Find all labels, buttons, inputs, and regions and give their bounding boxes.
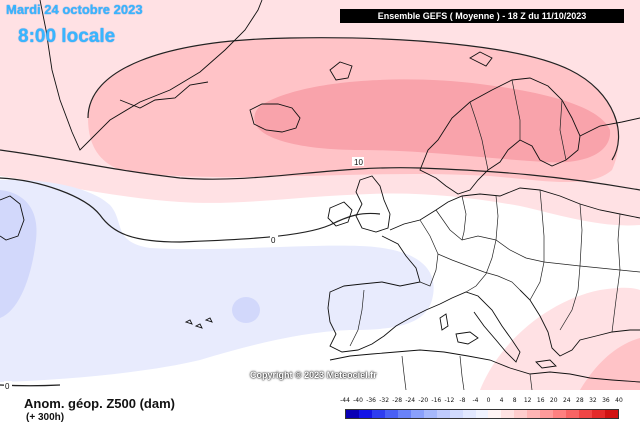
forecast-date: Mardi 24 octobre 2023 bbox=[6, 2, 143, 17]
scale-swatch bbox=[566, 410, 580, 418]
contour-label-zero-south: 0 bbox=[5, 382, 10, 390]
scale-swatch bbox=[462, 410, 476, 418]
scale-swatch bbox=[475, 410, 489, 418]
scale-tick-label: -8 bbox=[459, 397, 466, 404]
scale-swatch bbox=[605, 410, 619, 418]
scale-tick-label: 8 bbox=[512, 397, 517, 404]
legend-footer bbox=[0, 390, 640, 427]
negative-anomaly-light bbox=[0, 179, 434, 382]
scale-swatch bbox=[540, 410, 554, 418]
scale-swatch bbox=[358, 410, 372, 418]
scale-tick-label: 32 bbox=[589, 397, 597, 404]
scale-tick-label: -32 bbox=[379, 397, 390, 404]
scale-swatch bbox=[514, 410, 528, 418]
scale-tick-label: -36 bbox=[366, 397, 376, 404]
scale-swatch bbox=[436, 410, 450, 418]
scale-swatch bbox=[592, 410, 606, 418]
scale-tick-label: -20 bbox=[418, 397, 429, 404]
anomaly-map: 10 0 0 bbox=[0, 0, 640, 390]
scale-tick-label: -12 bbox=[444, 397, 455, 404]
scale-swatch bbox=[527, 410, 541, 418]
scale-tick-label: -4 bbox=[472, 397, 479, 404]
scale-tick-label: -28 bbox=[392, 397, 403, 404]
scale-swatch bbox=[410, 410, 424, 418]
contour-line-zero-lower bbox=[0, 177, 381, 243]
contour-label-ten: 10 bbox=[354, 158, 363, 167]
scale-swatch bbox=[553, 410, 567, 418]
scale-tick-label: -44 bbox=[340, 397, 350, 404]
contour-line-ten bbox=[87, 37, 620, 161]
model-run-label: Ensemble GEFS ( Moyenne ) - 18 Z du 11/1… bbox=[340, 9, 624, 23]
scale-tick-label: 28 bbox=[576, 397, 584, 404]
scale-tick-label: 4 bbox=[499, 397, 504, 404]
scale-swatch bbox=[346, 410, 359, 418]
scale-tick-label: 20 bbox=[549, 397, 558, 404]
forecast-time: 8:00 locale bbox=[18, 26, 116, 47]
scale-swatch bbox=[371, 410, 385, 418]
positive-anomaly-strong bbox=[254, 79, 611, 163]
scale-tick-label: -16 bbox=[431, 397, 442, 404]
scale-swatch bbox=[579, 410, 593, 418]
scale-swatch bbox=[488, 410, 502, 418]
scale-swatch bbox=[449, 410, 463, 418]
scale-tick-label: 36 bbox=[602, 397, 610, 404]
scale-tick-label: 12 bbox=[523, 397, 532, 404]
variable-label: Anom. géop. Z500 (dam) bbox=[24, 396, 175, 411]
scale-tick-label: 16 bbox=[536, 397, 545, 404]
scale-tick-label: 24 bbox=[562, 397, 571, 404]
scale-swatch bbox=[423, 410, 437, 418]
scale-swatch bbox=[384, 410, 398, 418]
color-scale-bar bbox=[345, 409, 619, 419]
scale-tick-label: -40 bbox=[353, 397, 363, 404]
scale-tick-label: 40 bbox=[615, 397, 623, 404]
country-borders bbox=[349, 79, 640, 390]
contour-line-zero-upper bbox=[0, 149, 640, 191]
scale-swatch bbox=[397, 410, 411, 418]
scale-swatch bbox=[501, 410, 515, 418]
color-scale-labels: -44 -40 -36 -32 -28 -24 -20 -16 -12 -8 -4 0 4 8 12 16 20… bbox=[340, 397, 623, 407]
scale-tick-label: -24 bbox=[405, 397, 416, 404]
negative-anomaly-mid-west bbox=[0, 190, 37, 318]
negative-anomaly-mid bbox=[232, 297, 260, 323]
copyright-label: Copyright © 2023 Meteociel.fr bbox=[250, 370, 377, 380]
scale-tick-label: 0 bbox=[486, 397, 491, 404]
contour-label-zero: 0 bbox=[271, 236, 276, 245]
lead-time-label: (+ 300h) bbox=[26, 412, 65, 423]
positive-anomaly-southeast-mid bbox=[580, 338, 640, 390]
